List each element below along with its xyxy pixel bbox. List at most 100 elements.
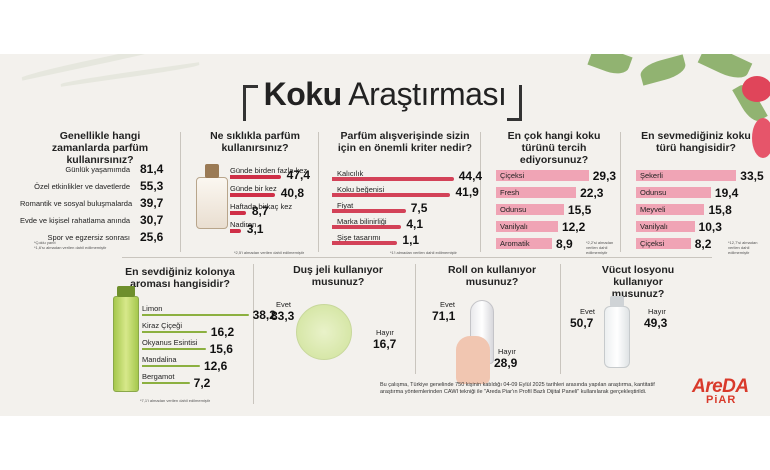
q4-item-value: 15,5 — [567, 203, 592, 217]
q4-item-label: Vanilyalı — [500, 222, 528, 231]
q5-bar — [636, 187, 711, 198]
q5-bar — [636, 204, 705, 215]
divider — [415, 264, 416, 374]
divider — [180, 132, 181, 252]
q2-bar — [230, 193, 275, 197]
lotion-bottle-image — [604, 306, 630, 368]
q7-question: Duş jeli kullanıyor musunuz? — [293, 264, 383, 288]
divider — [253, 264, 254, 404]
q3-bar — [332, 241, 398, 245]
q3-item-value: 44,4 — [458, 169, 483, 183]
q7-yes-value: 83,3 — [271, 309, 295, 323]
q1-item-label: Günlük yaşamımda — [65, 165, 130, 174]
q4-item-label: Çiçeksi — [500, 171, 525, 180]
q2-note: *2,5'i almadan verilen dahil edilmemişti… — [234, 250, 305, 255]
q6-item-label: Mandalina — [142, 355, 177, 364]
q2-question: Ne sıklıkla parfüm kullanırsınız? — [210, 130, 300, 154]
q1-item-value: 25,6 — [140, 230, 164, 244]
perfume-bottle-cap — [205, 164, 219, 178]
q7-no-label: Hayır — [376, 328, 394, 337]
divider — [480, 132, 481, 252]
q1-item-value: 30,7 — [140, 213, 164, 227]
q3-bar — [332, 177, 454, 181]
q3-item-value: 4,1 — [406, 217, 424, 231]
q4-bar — [496, 238, 553, 249]
leaf-decoration — [587, 54, 633, 79]
q4-bar — [496, 170, 589, 181]
q3-bar — [332, 193, 451, 197]
q6-item-label: Bergamot — [142, 372, 175, 381]
q6-bar — [142, 365, 200, 367]
perfume-bottle-image — [196, 177, 228, 229]
q8-question: Roll on kullanıyor musunuz? — [447, 264, 537, 288]
q4-bar — [496, 187, 577, 198]
q5-item-label: Şekerli — [640, 171, 663, 180]
q6-item-value: 16,2 — [210, 325, 235, 339]
title-frame-right — [507, 85, 522, 121]
q2-bar — [230, 175, 281, 179]
q6-question: En sevdiğiniz kolonya aroması hangisidir… — [125, 266, 235, 290]
q3-item-label: Koku beğenisi — [337, 185, 385, 194]
q2-item-value: 47,4 — [286, 168, 311, 182]
q7-yes-label: Evet — [276, 300, 292, 309]
q6-item-value: 7,2 — [193, 376, 211, 390]
q3-item-value: 41,9 — [455, 185, 479, 199]
q6-item-label: Okyanus Esintisi — [142, 338, 198, 347]
q5-bar — [636, 238, 691, 249]
q5-item-label: Meyveli — [640, 205, 666, 214]
q2-item-label: Günde bir kez — [230, 184, 277, 193]
q2-item-label: Nadiren — [230, 220, 257, 229]
q1-item-value: 55,3 — [140, 179, 164, 193]
q4-item-value: 29,3 — [592, 169, 617, 183]
divider — [560, 264, 561, 374]
q1-item-label: Evde ve kişisel rahatlama anında — [20, 216, 131, 225]
cologne-bottle-image — [113, 296, 139, 392]
q4-item-label: Odunsu — [500, 205, 527, 214]
q1-note: *Çoklu yanıt *1,6'sı almadan verilen dah… — [34, 240, 107, 250]
q5-bar — [636, 221, 695, 232]
q9-yes-value: 50,7 — [570, 316, 594, 330]
q2-item-label: Günde birden fazla kez — [230, 166, 308, 175]
flower-decoration — [752, 118, 770, 158]
q4-item-value: 12,2 — [561, 220, 586, 234]
q5-item-label: Vanilyalı — [640, 222, 668, 231]
q3-item-label: Marka bilinirliği — [337, 217, 387, 226]
q3-item-value: 1,1 — [402, 233, 420, 247]
q5-question: En sevmediğiniz koku türü hangisidir? — [641, 130, 751, 154]
q9-question: Vücut losyonu kullanıyor musunuz? — [601, 264, 675, 300]
q5-item-label: Odunsu — [640, 188, 667, 197]
q8-no-label: Hayır — [498, 347, 516, 356]
q6-item-value: 38,2 — [252, 308, 276, 322]
q5-item-value: 19,4 — [714, 186, 739, 200]
q1-item-value: 81,4 — [140, 162, 164, 176]
q4-bar — [496, 204, 564, 215]
q1-item-value: 39,7 — [140, 196, 164, 210]
q4-bar — [496, 221, 558, 232]
q2-item-value: 40,8 — [280, 186, 305, 200]
divider — [318, 132, 319, 252]
q2-item-value: 3,1 — [246, 222, 264, 236]
title-frame-left — [243, 85, 258, 121]
infographic-poster: Koku Araştırması Genellikle hangi zamanl… — [0, 54, 770, 416]
q1-item-label: Romantik ve sosyal buluşmalarda — [20, 199, 133, 208]
q4-item-label: Fresh — [500, 188, 520, 197]
cologne-bottle-cap — [117, 286, 135, 297]
piar-logo: PiAR — [706, 394, 737, 406]
q5-item-value: 10,3 — [698, 220, 722, 234]
q3-bar — [332, 225, 402, 229]
q6-note: *7,1'i almadan verilen dahil edilmemişti… — [140, 398, 211, 403]
q3-item-label: Kalıcılık — [337, 169, 364, 178]
q6-bar — [142, 382, 190, 384]
q2-bar — [230, 211, 246, 215]
q6-item-value: 12,6 — [203, 359, 228, 373]
q3-bar — [332, 209, 406, 213]
q2-bar — [230, 229, 241, 233]
q5-item-value: 8,2 — [694, 237, 712, 251]
areda-logo: AreDA — [692, 376, 749, 397]
page-title: Koku Araştırması — [263, 76, 507, 112]
q8-yes-label: Evet — [440, 300, 456, 309]
q8-yes-value: 71,1 — [432, 309, 456, 323]
q1-item-label: Spor ve egzersiz sonrası — [47, 233, 130, 242]
q6-bar — [142, 314, 249, 316]
divider — [122, 257, 712, 258]
